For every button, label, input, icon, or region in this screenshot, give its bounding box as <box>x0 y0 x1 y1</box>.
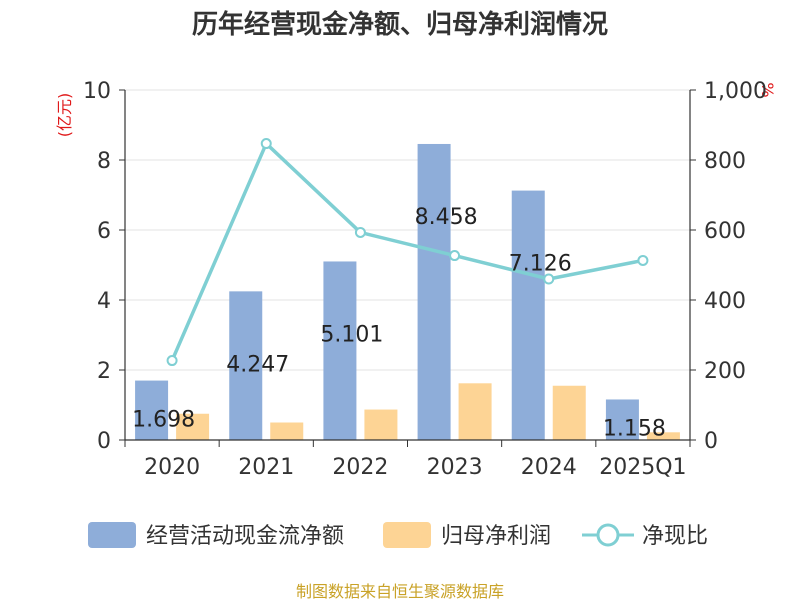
legend-label-ratio: 净现比 <box>642 524 708 549</box>
x-axis-tick-label: 2021 <box>238 455 294 480</box>
left-axis-tick-label: 6 <box>97 219 111 244</box>
grid-lines <box>125 89 690 371</box>
bar-net-profit <box>646 432 680 440</box>
right-axis-tick-label: 600 <box>704 219 746 244</box>
left-axis-tick-label: 8 <box>97 149 111 174</box>
x-axis-tick-label: 2022 <box>332 455 388 480</box>
data-source: 制图数据来自恒生聚源数据库 <box>296 582 504 600</box>
ratio-point <box>543 273 555 285</box>
left-axis-tick-label: 4 <box>97 289 111 314</box>
legend-label-cash-flow: 经营活动现金流净额 <box>146 524 344 549</box>
ratio-point <box>260 138 272 150</box>
chart-title: 历年经营现金净额、归母净利润情况 <box>192 9 608 40</box>
bar-cash-flow <box>323 261 357 440</box>
legend-label-net-profit: 归母净利润 <box>441 524 551 549</box>
ratio-point <box>449 250 461 262</box>
right-axis-tick-label: 200 <box>704 359 746 384</box>
right-axis-tick-label: 1,000 <box>704 79 767 104</box>
legend-swatch-net-profit <box>383 522 431 548</box>
bar-cash-flow <box>605 399 639 440</box>
bar-net-profit <box>364 409 398 440</box>
legend-marker-ratio <box>596 523 620 547</box>
right-axis-tick-label: 0 <box>704 429 718 454</box>
data-label-cash-flow: 7.126 <box>509 252 572 277</box>
left-axis-tick-label: 0 <box>97 429 111 454</box>
bar-net-profit <box>552 385 586 440</box>
bar-net-profit <box>176 413 210 440</box>
data-label-cash-flow: 8.458 <box>415 205 478 230</box>
x-axis-tick-label: 2025Q1 <box>599 455 686 480</box>
bar-cash-flow <box>135 380 169 440</box>
bar-net-profit <box>270 422 304 440</box>
data-labels: 1.698 4.247 5.101 8.458 7.126 1.158 <box>132 205 666 442</box>
bar-cash-flow <box>229 291 263 440</box>
x-axis-tick-label: 2023 <box>427 455 483 480</box>
bar-net-profit <box>458 383 492 440</box>
ratio-point <box>354 226 366 238</box>
bar-cash-flow <box>511 190 545 440</box>
data-label-cash-flow: 1.158 <box>603 416 666 441</box>
right-axis-unit: % <box>758 82 777 97</box>
x-axis-tick-label: 2024 <box>521 455 577 480</box>
bar-cash-flow <box>417 143 451 440</box>
data-label-cash-flow: 4.247 <box>226 352 289 377</box>
x-axis-tick-label: 2020 <box>144 455 200 480</box>
legend-swatch-cash-flow <box>88 522 136 548</box>
right-axis-tick-label: 400 <box>704 289 746 314</box>
axes: 0 2 4 6 8 10 0 200 400 600 800 1,000 2020 2021 2022 202… <box>83 79 767 480</box>
right-axis-tick-label: 800 <box>704 149 746 174</box>
data-label-cash-flow: 1.698 <box>132 408 195 433</box>
data-label-cash-flow: 5.101 <box>320 322 383 347</box>
ratio-line <box>166 138 649 367</box>
ratio-line-path <box>170 141 644 362</box>
bars <box>135 143 680 440</box>
ratio-point <box>166 355 178 367</box>
left-axis-unit: (亿元) <box>55 93 74 138</box>
left-axis-tick-label: 2 <box>97 359 111 384</box>
legend: 经营活动现金流净额 归母净利润 净现比 <box>88 522 708 549</box>
ratio-point <box>637 254 649 266</box>
left-axis-tick-label: 10 <box>83 79 111 104</box>
